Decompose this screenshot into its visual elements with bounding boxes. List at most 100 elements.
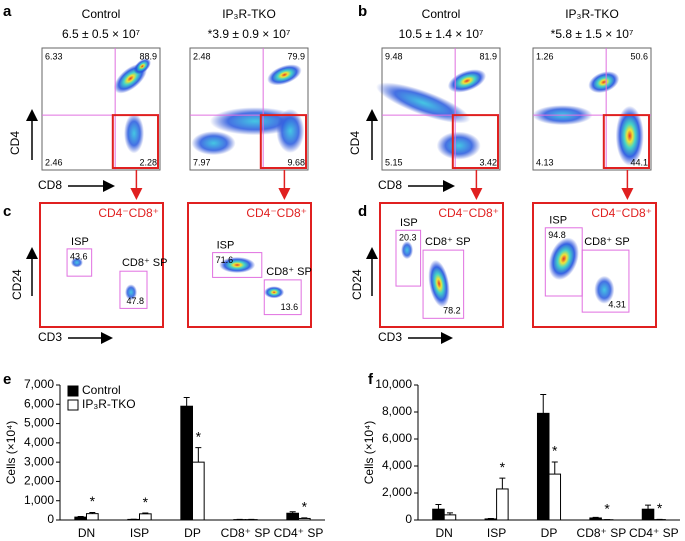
sp-label: CD8⁺ SP [425, 236, 471, 248]
quadrant-value: 2.28 [139, 157, 157, 167]
y-tick-label: 6,000 [382, 431, 412, 445]
sp-gate [263, 279, 302, 316]
density [276, 108, 305, 153]
isp-value: 20.3 [399, 233, 417, 243]
quadrant-value: 9.48 [385, 51, 403, 61]
error-bar [645, 504, 652, 510]
quadrant-value: 44.1 [630, 157, 648, 167]
quadrant-value: 6.33 [45, 51, 63, 61]
density [264, 286, 285, 299]
bar [496, 488, 509, 521]
cell-count: 6.5 ± 0.5 × 10⁷ [62, 27, 140, 41]
quadrant-value: 3.42 [479, 157, 497, 167]
bar [86, 513, 99, 521]
y-tick-label: 2,000 [382, 485, 412, 499]
bar [589, 517, 602, 521]
bar [286, 512, 299, 521]
gated-title: CD4⁻CD8⁺ [98, 206, 159, 220]
sp-gate [119, 270, 148, 309]
x-tick-label: DP [541, 526, 558, 540]
sp-value: 4.31 [608, 299, 626, 309]
x-tick-label: CD4⁺ SP [629, 526, 679, 540]
y-tick-label: 0 [405, 512, 412, 526]
x-tick-label: DP [184, 526, 201, 540]
y-tick-label: 6,000 [24, 396, 54, 410]
bar [180, 405, 193, 521]
gate [259, 114, 307, 169]
y-tick-label: 5,000 [24, 416, 54, 430]
x-axis-label: CD3 [378, 330, 402, 344]
quadrant-value: 79.9 [287, 51, 305, 61]
y-tick-label: 3,000 [24, 454, 54, 468]
error-bar [435, 503, 442, 510]
isp-gate [66, 248, 93, 277]
y-tick-label: 4,000 [382, 458, 412, 472]
quadrant-value: 2.46 [45, 157, 63, 167]
density [447, 69, 487, 93]
error-bar [289, 511, 296, 514]
significance: * [143, 494, 149, 510]
y-tick-label: 1,000 [24, 493, 54, 507]
significance: * [90, 493, 96, 509]
error-bar [195, 447, 202, 463]
y-axis-label: Cells (×10⁴) [4, 421, 18, 485]
density [125, 284, 138, 301]
error-bar [77, 516, 84, 518]
density [401, 241, 414, 260]
gated-title: CD4⁻CD8⁺ [246, 206, 307, 220]
quadrant-value: 50.6 [630, 51, 648, 61]
legend-label: Control [82, 383, 121, 397]
x-tick-label: DN [78, 526, 95, 540]
panel-label: d [358, 203, 367, 220]
density [428, 259, 450, 308]
y-axis-label: CD24 [10, 269, 24, 300]
isp-label: ISP [549, 215, 567, 227]
error-bar [183, 397, 190, 407]
error-bar [446, 512, 453, 515]
isp-gate [212, 252, 263, 278]
significance: * [500, 459, 506, 475]
bar [139, 513, 152, 521]
isp-label: ISP [400, 217, 418, 229]
cell-count: *3.9 ± 0.9 × 10⁷ [208, 27, 291, 41]
error-bar [551, 461, 558, 475]
density [588, 71, 620, 94]
significance: * [196, 428, 202, 444]
error-bar [89, 511, 96, 514]
error-bar [301, 517, 308, 519]
panel-label: c [3, 203, 11, 220]
density [124, 113, 145, 154]
x-tick-label: DN [436, 526, 453, 540]
panel-label: b [358, 3, 367, 20]
y-tick-label: 0 [47, 512, 54, 526]
sp-gate [581, 249, 630, 313]
isp-label: ISP [217, 240, 235, 252]
density [219, 257, 256, 273]
gated-title: CD4⁻CD8⁺ [591, 206, 652, 220]
y-tick-label: 7,000 [24, 377, 54, 391]
significance: * [552, 443, 558, 459]
quadrant-value: 7.97 [193, 157, 211, 167]
y-tick-label: 10,000 [375, 377, 412, 391]
x-tick-label: ISP [130, 526, 149, 540]
quadrant-value: 5.15 [385, 157, 403, 167]
x-tick-label: CD8⁺ SP [577, 526, 627, 540]
bar [443, 514, 457, 521]
y-tick-label: 4,000 [24, 435, 54, 449]
density [615, 105, 644, 166]
density [376, 82, 471, 124]
bar [432, 508, 445, 521]
y-axis-label: CD24 [350, 269, 364, 300]
x-tick-label: ISP [487, 526, 506, 540]
legend-swatch [67, 399, 79, 411]
quadrant-value: 88.9 [139, 51, 157, 61]
gated-frame [187, 202, 312, 328]
bar [548, 473, 562, 521]
isp-value: 71.6 [216, 255, 234, 265]
density [548, 237, 579, 281]
legend-label: IP₃R-TKO [82, 397, 136, 411]
significance: * [604, 500, 610, 516]
quadrant-value: 2.48 [193, 51, 211, 61]
plot-title: IP₃R-TKO [565, 7, 619, 21]
